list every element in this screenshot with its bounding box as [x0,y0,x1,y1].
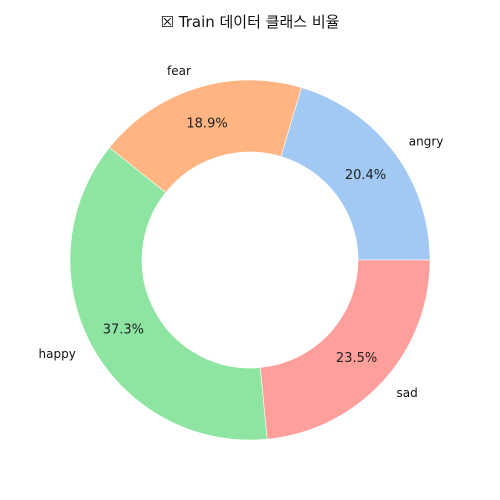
pct-label-angry: 20.4% [345,168,386,183]
chart-title: ☒ Train 데이터 클래스 비율 [161,13,340,31]
slice-label-happy: happy [39,347,76,361]
pct-label-happy: 37.3% [103,323,144,338]
labels-group: angry 20.4% fear 18.9% happy 37.3% sad 23.5% [39,64,444,400]
slice-angry [280,87,431,261]
slices-group [69,79,431,441]
pct-label-sad: 23.5% [336,351,377,366]
slice-label-angry: angry [409,135,444,149]
slice-fear [109,79,302,193]
slice-label-fear: fear [167,64,191,78]
slice-sad [259,259,431,440]
slice-label-sad: sad [397,386,418,400]
slice-happy [69,147,268,441]
pct-label-fear: 18.9% [186,117,227,132]
